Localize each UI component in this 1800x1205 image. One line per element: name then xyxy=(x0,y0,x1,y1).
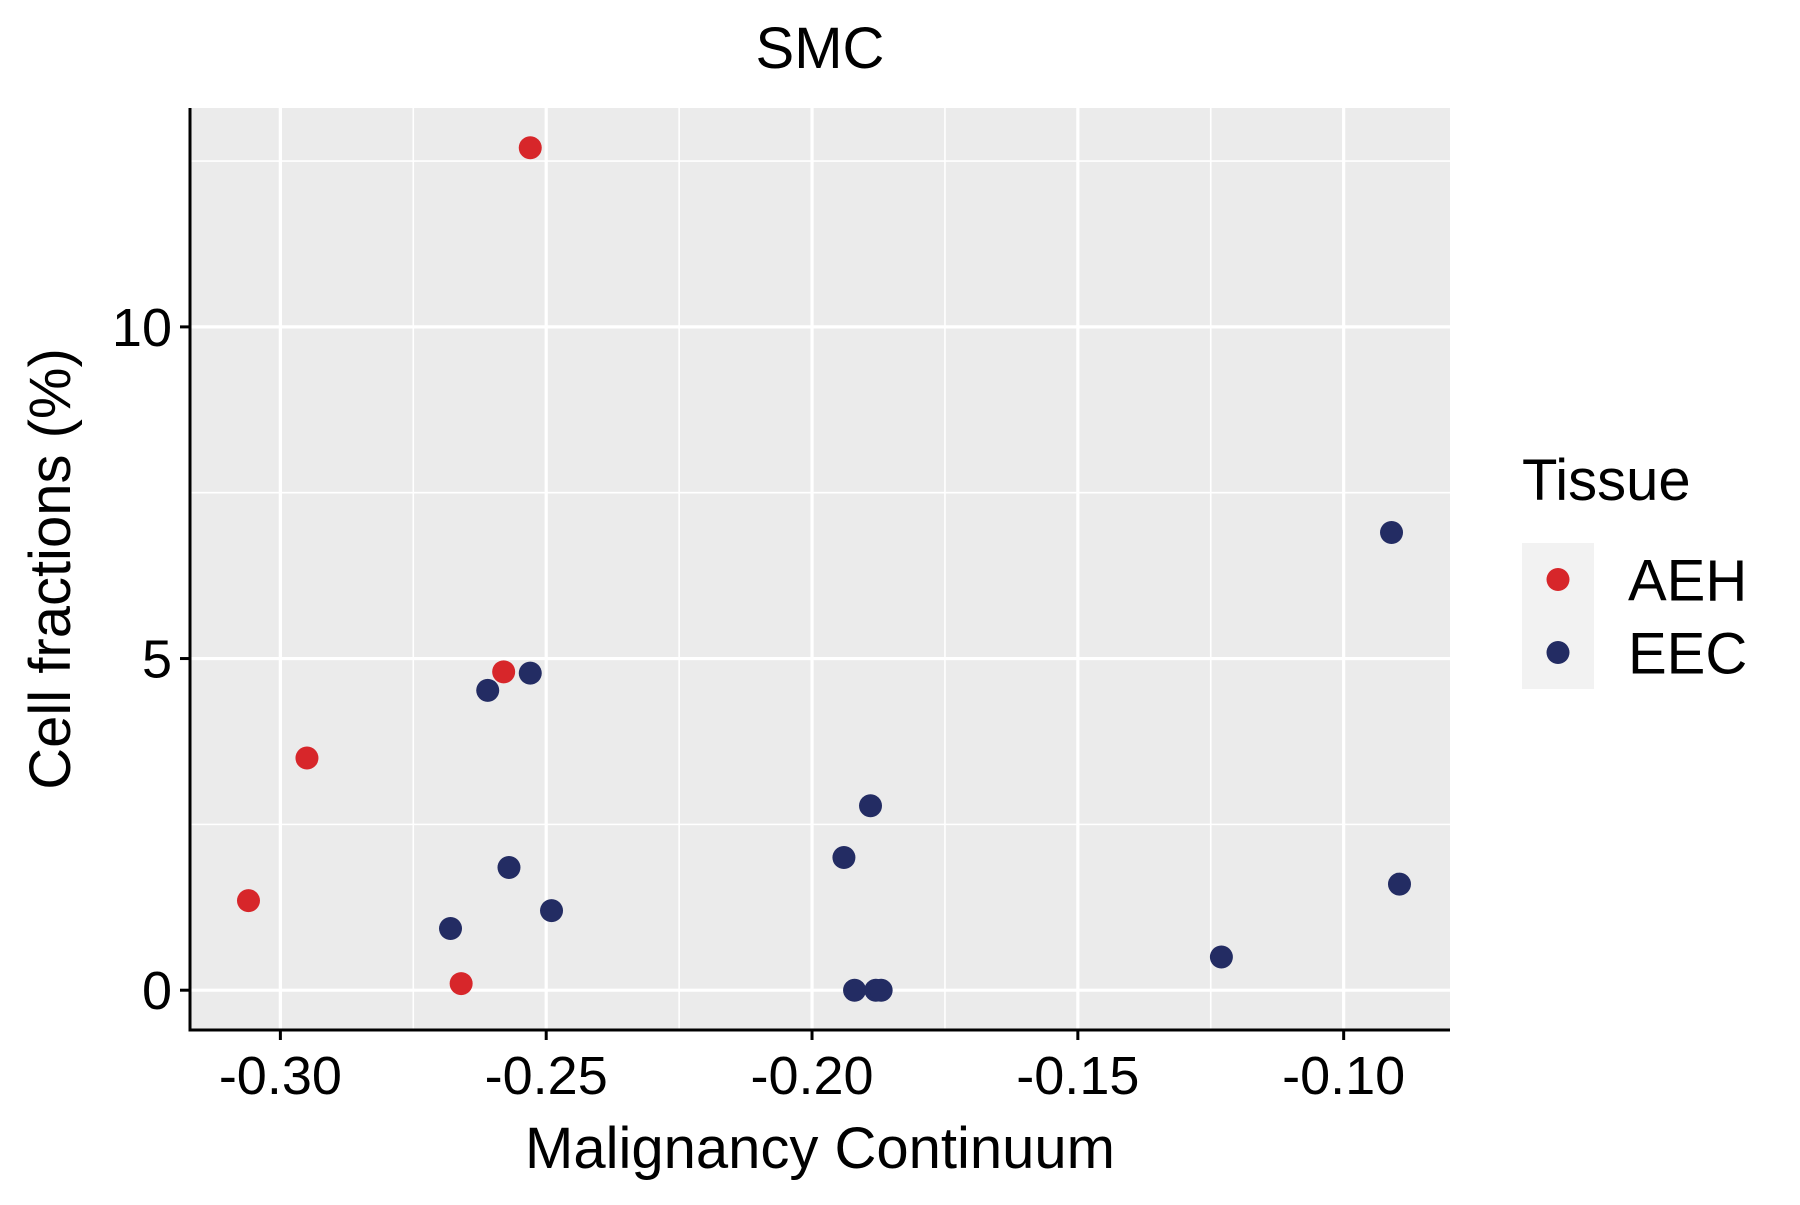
chart-title: SMC xyxy=(756,16,885,81)
legend-label-aeh: AEH xyxy=(1628,549,1747,614)
data-point-eec xyxy=(832,846,856,870)
legend-title: Tissue xyxy=(1522,448,1691,513)
data-point-aeh xyxy=(295,746,319,770)
data-point-eec xyxy=(439,917,463,941)
x-tick-label: -0.25 xyxy=(485,1046,608,1106)
data-point-aeh xyxy=(492,660,516,684)
data-point-eec xyxy=(869,978,893,1002)
data-point-eec xyxy=(497,855,521,879)
x-tick-label: -0.20 xyxy=(750,1046,873,1106)
y-tick-label: 10 xyxy=(112,298,172,358)
legend-key-eec xyxy=(1546,641,1570,664)
data-point-eec xyxy=(843,978,867,1002)
x-tick-label: -0.15 xyxy=(1016,1046,1139,1106)
y-tick-label: 5 xyxy=(142,630,172,690)
data-points xyxy=(236,136,1411,1002)
y-tick-label: 0 xyxy=(142,961,172,1021)
data-point-aeh xyxy=(449,972,473,996)
x-tick-label: -0.30 xyxy=(219,1046,342,1106)
data-point-eec xyxy=(476,678,500,702)
plot-panel xyxy=(190,108,1450,1030)
data-point-eec xyxy=(1380,521,1404,545)
data-point-aeh xyxy=(236,889,260,913)
data-point-eec xyxy=(518,661,542,685)
panel-background xyxy=(190,108,1450,1030)
x-tick-label: -0.10 xyxy=(1282,1046,1405,1106)
y-axis-title: Cell fractions (%) xyxy=(18,348,83,790)
data-point-eec xyxy=(540,899,564,923)
legend: Tissue AEH EEC xyxy=(1522,448,1747,689)
data-point-eec xyxy=(1209,945,1233,969)
data-point-eec xyxy=(1387,872,1411,896)
axes: -0.30 -0.25 -0.20 -0.15 -0.10 0 5 10 xyxy=(112,108,1450,1106)
legend-key-aeh xyxy=(1546,568,1570,591)
data-point-aeh xyxy=(518,136,542,160)
x-axis-title: Malignancy Continuum xyxy=(525,1116,1115,1181)
data-point-eec xyxy=(859,794,883,818)
legend-label-eec: EEC xyxy=(1628,622,1747,687)
